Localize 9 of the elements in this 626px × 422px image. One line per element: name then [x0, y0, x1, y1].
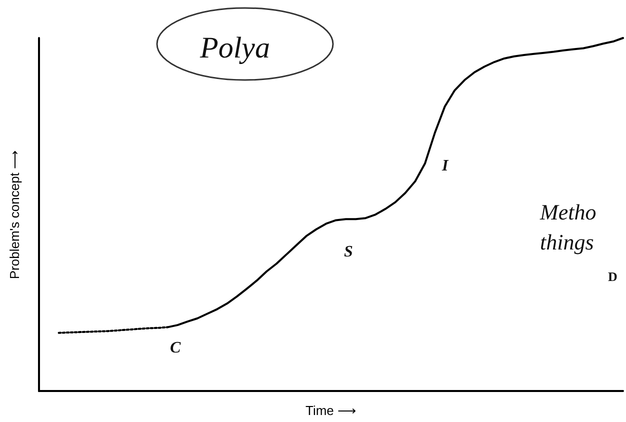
annotation: things	[540, 230, 594, 254]
annotation: Metho	[539, 200, 596, 224]
annotation: D	[608, 269, 618, 284]
annotation: C	[170, 340, 181, 356]
x-axis-title: Time ⟶	[305, 403, 357, 418]
annotation: S	[344, 244, 353, 260]
y-axis-title: Problem's concept ⟶	[7, 150, 22, 280]
annotation: I	[441, 158, 449, 174]
annotation: Polya	[199, 32, 270, 64]
